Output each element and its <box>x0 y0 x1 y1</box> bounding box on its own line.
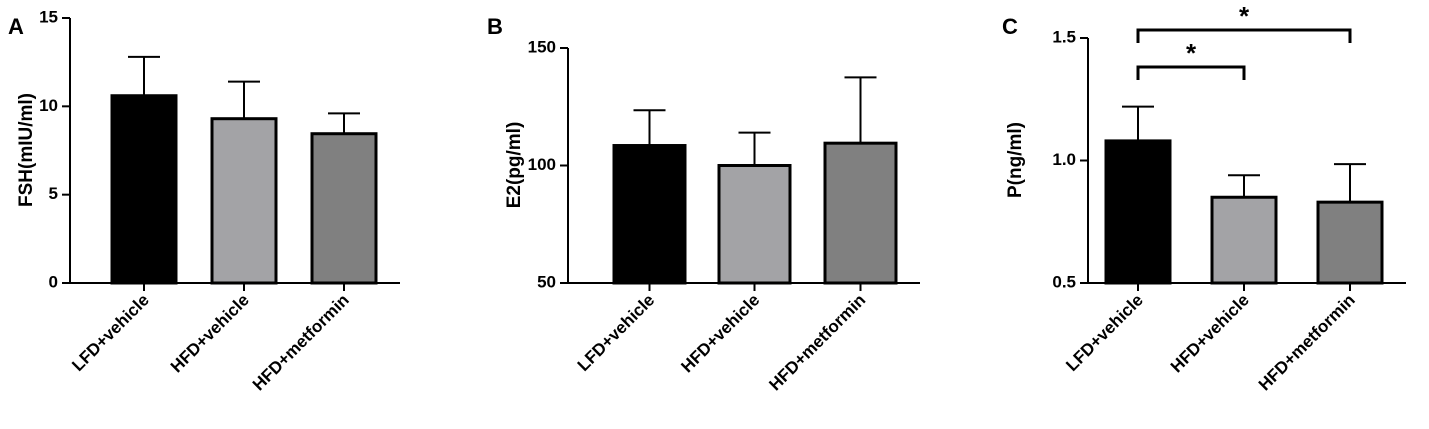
panel-letter: B <box>487 14 503 39</box>
bar <box>110 94 178 285</box>
bar <box>823 141 898 285</box>
y-axis-title: P(ng/ml) <box>1005 122 1026 198</box>
bar <box>717 164 792 285</box>
x-tick-label: HFD+vehicle <box>677 290 763 376</box>
panel-b: B E2(pg/ml) 50 100 150 LFD+vehicle HFD+vehicle… <box>487 14 920 394</box>
panel-letter: C <box>1002 14 1018 39</box>
bar <box>612 144 687 285</box>
panel-c: C P(ng/ml) 0.5 1.0 1.5 LFD+vehicle HFD+vehicle… <box>1002 1 1406 394</box>
panel-letter: A <box>8 14 24 39</box>
bar <box>310 132 378 285</box>
panel-a: A FSH(mIU/ml) 0 5 10 15 LFD+vehicle HFD+vehicle… <box>8 7 400 394</box>
x-tick-label: HFD+metformin <box>249 290 353 394</box>
x-tick-label: LFD+vehicle <box>574 290 659 375</box>
x-tick-label: LFD+vehicle <box>1062 290 1147 375</box>
y-axis-title: E2(pg/ml) <box>504 122 525 209</box>
significance-star: * <box>1186 38 1197 68</box>
x-tick-label: LFD+vehicle <box>68 290 153 375</box>
bar <box>1210 195 1278 285</box>
significance-star: * <box>1239 1 1250 31</box>
y-tick-label: 1.5 <box>1052 27 1076 46</box>
y-tick-label: 50 <box>537 272 556 291</box>
significance-bracket <box>1136 28 1352 43</box>
x-tick-label: HFD+metformin <box>1255 290 1359 394</box>
y-tick-label: 100 <box>528 155 556 174</box>
x-tick-label: HFD+vehicle <box>167 290 253 376</box>
y-tick-label: 10 <box>39 96 58 115</box>
y-axis-title: FSH(mIU/ml) <box>16 93 37 207</box>
bar <box>210 117 278 285</box>
y-tick-label: 5 <box>49 184 58 203</box>
significance-bracket <box>1136 65 1246 80</box>
y-tick-label: 0 <box>49 272 58 291</box>
y-tick-label: 15 <box>39 7 58 26</box>
x-tick-label: HFD+vehicle <box>1167 290 1253 376</box>
bar <box>1316 200 1384 285</box>
y-tick-label: 150 <box>528 37 556 56</box>
y-tick-label: 1.0 <box>1052 150 1076 169</box>
bar <box>1104 139 1172 285</box>
x-tick-label: HFD+metformin <box>765 290 869 394</box>
y-tick-label: 0.5 <box>1052 272 1076 291</box>
